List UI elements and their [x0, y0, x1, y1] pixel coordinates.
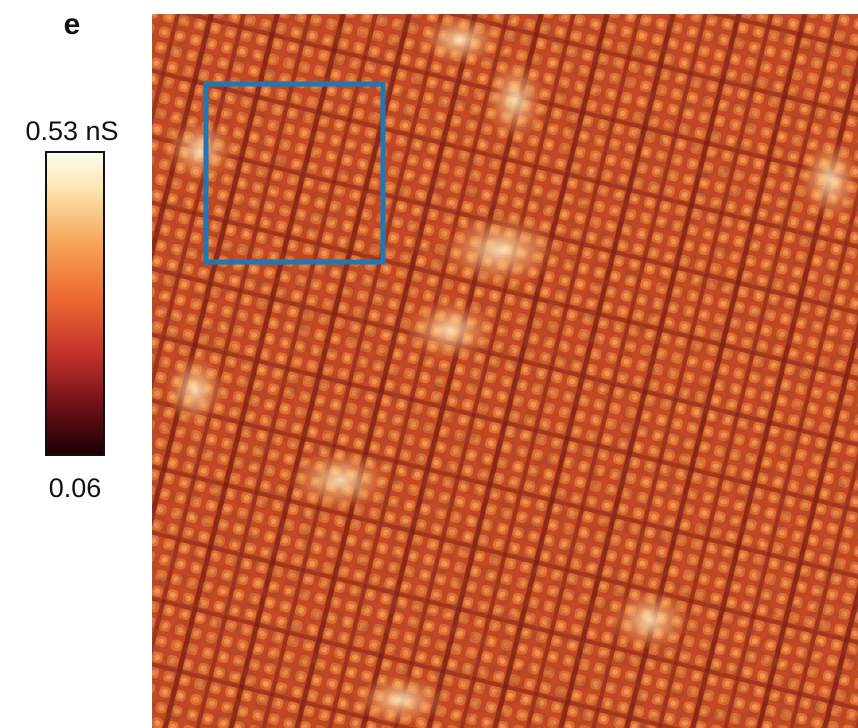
conductance-map	[152, 14, 858, 728]
colorbar-max-label: 0.53 nS	[25, 116, 118, 146]
figure-panel: e 0.53 nS 0.06	[0, 0, 858, 728]
colorbar-min-label: 0.06	[49, 473, 102, 503]
panel-label: e	[64, 8, 81, 41]
colorbar	[46, 152, 104, 455]
page: e 0.53 nS 0.06 (() => { const data = JSO…	[0, 0, 858, 728]
